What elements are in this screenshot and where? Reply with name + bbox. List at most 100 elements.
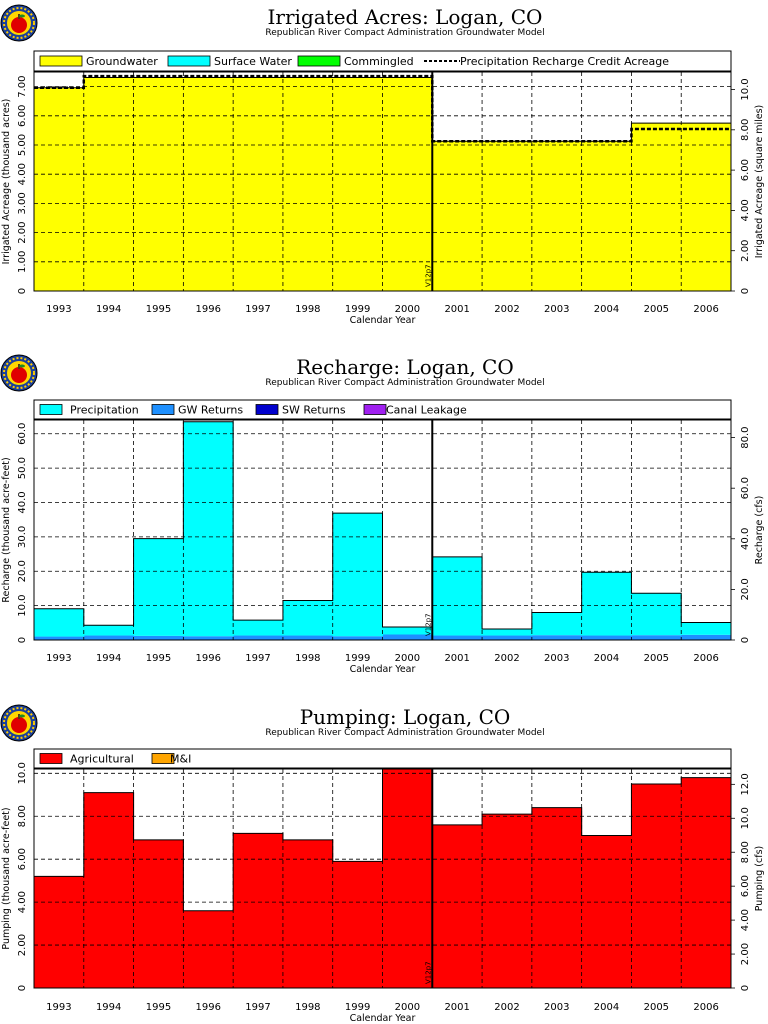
y-right-axis-label: Irrigated Acreage (square miles) <box>754 105 765 259</box>
x-tick-label: 1997 <box>245 653 270 664</box>
y-tick-label: 20.0 <box>17 560 28 582</box>
bar-groundwater <box>531 141 583 291</box>
bar-precipitation <box>382 626 433 635</box>
x-tick-label: 2001 <box>444 1002 469 1013</box>
logo-leaf <box>19 714 25 718</box>
x-tick-label: 1996 <box>196 653 221 664</box>
x-tick-label: 2000 <box>395 653 420 664</box>
chart-subtitle: Republican River Compact Administration … <box>265 28 544 38</box>
x-tick-label: 2000 <box>395 304 420 315</box>
bar-gw-returns <box>681 634 732 640</box>
bar-groundwater <box>581 141 632 291</box>
plot-frame <box>33 71 732 292</box>
y-right-tick-label: 8.00 <box>740 119 751 141</box>
x-tick-label: 2002 <box>494 1002 519 1013</box>
y-right-tick-label: 40.0 <box>740 528 751 550</box>
bar-gw-returns <box>432 635 483 640</box>
bar-precipitation <box>34 608 85 637</box>
chart-subtitle: Republican River Compact Administration … <box>265 728 544 738</box>
bar-precipitation <box>631 593 682 636</box>
legend-swatch <box>255 404 279 415</box>
bar-agricultural <box>233 833 284 988</box>
bar-agricultural <box>332 861 383 988</box>
bar-precipitation <box>681 622 732 635</box>
x-tick-label: 1998 <box>295 1002 320 1013</box>
bar-gw-returns <box>482 635 533 640</box>
y-right-axis-label: Pumping (cfs) <box>754 846 765 912</box>
y-axis-label: Recharge (thousand acre-feet) <box>1 457 12 602</box>
logo-stem <box>18 364 20 369</box>
x-tick-label: 1997 <box>245 1002 270 1013</box>
y-tick-label: 2.00 <box>17 221 28 243</box>
x-tick-label: 2005 <box>644 304 669 315</box>
y-right-tick-label: 0 <box>740 288 751 294</box>
bar-groundwater <box>83 77 135 291</box>
bar-precipitation <box>332 513 383 637</box>
bar-precipitation <box>233 620 284 636</box>
model-version-label: V12p7 <box>424 613 432 636</box>
model-version-label: V12p7 <box>424 264 432 287</box>
bar-groundwater <box>233 77 284 291</box>
bar-agricultural <box>183 910 234 988</box>
y-right-tick-label: 4.00 <box>740 199 751 221</box>
bar-groundwater <box>282 77 334 291</box>
logo-apple <box>11 367 27 383</box>
logo-apple <box>11 717 27 733</box>
x-tick-label: 1998 <box>295 304 320 315</box>
x-tick-label: 2006 <box>693 653 718 664</box>
y-tick-label: 10.0 <box>17 594 28 616</box>
x-tick-label: 2001 <box>444 653 469 664</box>
x-tick-label: 1994 <box>96 1002 121 1013</box>
y-right-tick-label: 0 <box>740 637 751 643</box>
x-axis-label: Calendar Year <box>350 664 416 675</box>
bar-gw-returns <box>183 636 234 640</box>
x-tick-label: 1995 <box>146 653 171 664</box>
bar-agricultural <box>34 876 85 988</box>
logo-stem <box>18 14 20 19</box>
x-tick-label: 2004 <box>594 304 619 315</box>
x-tick-label: 1993 <box>46 653 71 664</box>
bar-groundwater <box>332 77 383 291</box>
logo-border <box>3 707 35 739</box>
legend-swatch <box>151 404 175 415</box>
legend-label: Precipitation <box>70 404 139 417</box>
legend-swatch <box>39 753 63 764</box>
bar-groundwater <box>631 123 682 291</box>
chart-title: Pumping: Logan, CO <box>300 705 511 729</box>
legend-label: M&I <box>170 753 191 766</box>
bar-agricultural <box>681 777 732 988</box>
logo-leaf <box>19 364 25 368</box>
y-right-tick-label: 60.0 <box>740 477 751 499</box>
x-tick-label: 1999 <box>345 1002 370 1013</box>
x-tick-label: 2002 <box>494 304 519 315</box>
legend-label: GW Returns <box>178 404 243 417</box>
y-right-axis-label: Recharge (cfs) <box>754 496 765 565</box>
bar-gw-returns <box>83 635 135 640</box>
x-tick-label: 2000 <box>395 1002 420 1013</box>
y-right-tick-label: 8.00 <box>740 841 751 863</box>
y-tick-label: 4.00 <box>17 891 28 913</box>
y-right-tick-label: 0 <box>740 985 751 991</box>
chart-title: Recharge: Logan, CO <box>296 355 514 379</box>
y-right-tick-label: 4.00 <box>740 909 751 931</box>
bar-gw-returns <box>34 636 85 640</box>
logo-border <box>3 7 35 39</box>
x-tick-label: 1995 <box>146 304 171 315</box>
y-right-tick-label: 2.00 <box>740 240 751 262</box>
legend-label: Commingled <box>344 55 414 68</box>
bar-gw-returns <box>382 634 433 640</box>
x-tick-label: 1999 <box>345 653 370 664</box>
x-axis-label: Calendar Year <box>350 1013 416 1024</box>
legend-swatch <box>297 55 341 67</box>
bar-gw-returns <box>133 635 184 640</box>
x-tick-label: 1994 <box>96 653 121 664</box>
series-precip-credit-line <box>34 74 731 143</box>
x-tick-label: 2006 <box>693 304 718 315</box>
plot-frame <box>33 419 732 641</box>
bar-precipitation <box>432 556 483 636</box>
y-tick-label: 5.00 <box>17 134 28 156</box>
bar-gw-returns <box>631 635 682 640</box>
y-tick-label: 50.0 <box>17 457 28 479</box>
x-tick-label: 1997 <box>245 304 270 315</box>
